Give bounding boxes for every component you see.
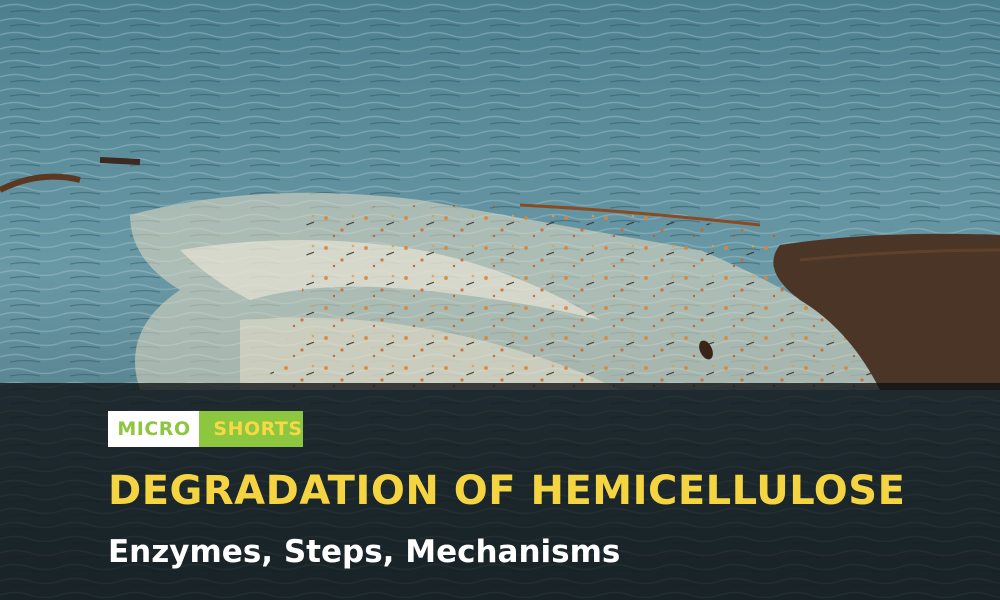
- logo-micro: MICRO: [108, 411, 200, 447]
- microshorts-logo: MICRO SHORTS: [108, 411, 303, 447]
- logo-arrow-icon: [199, 411, 213, 447]
- page-title: DEGRADATION OF HEMICELLULOSE: [108, 468, 905, 514]
- page-subtitle: Enzymes, Steps, Mechanisms: [108, 534, 620, 570]
- logo-shorts: SHORTS: [199, 411, 303, 447]
